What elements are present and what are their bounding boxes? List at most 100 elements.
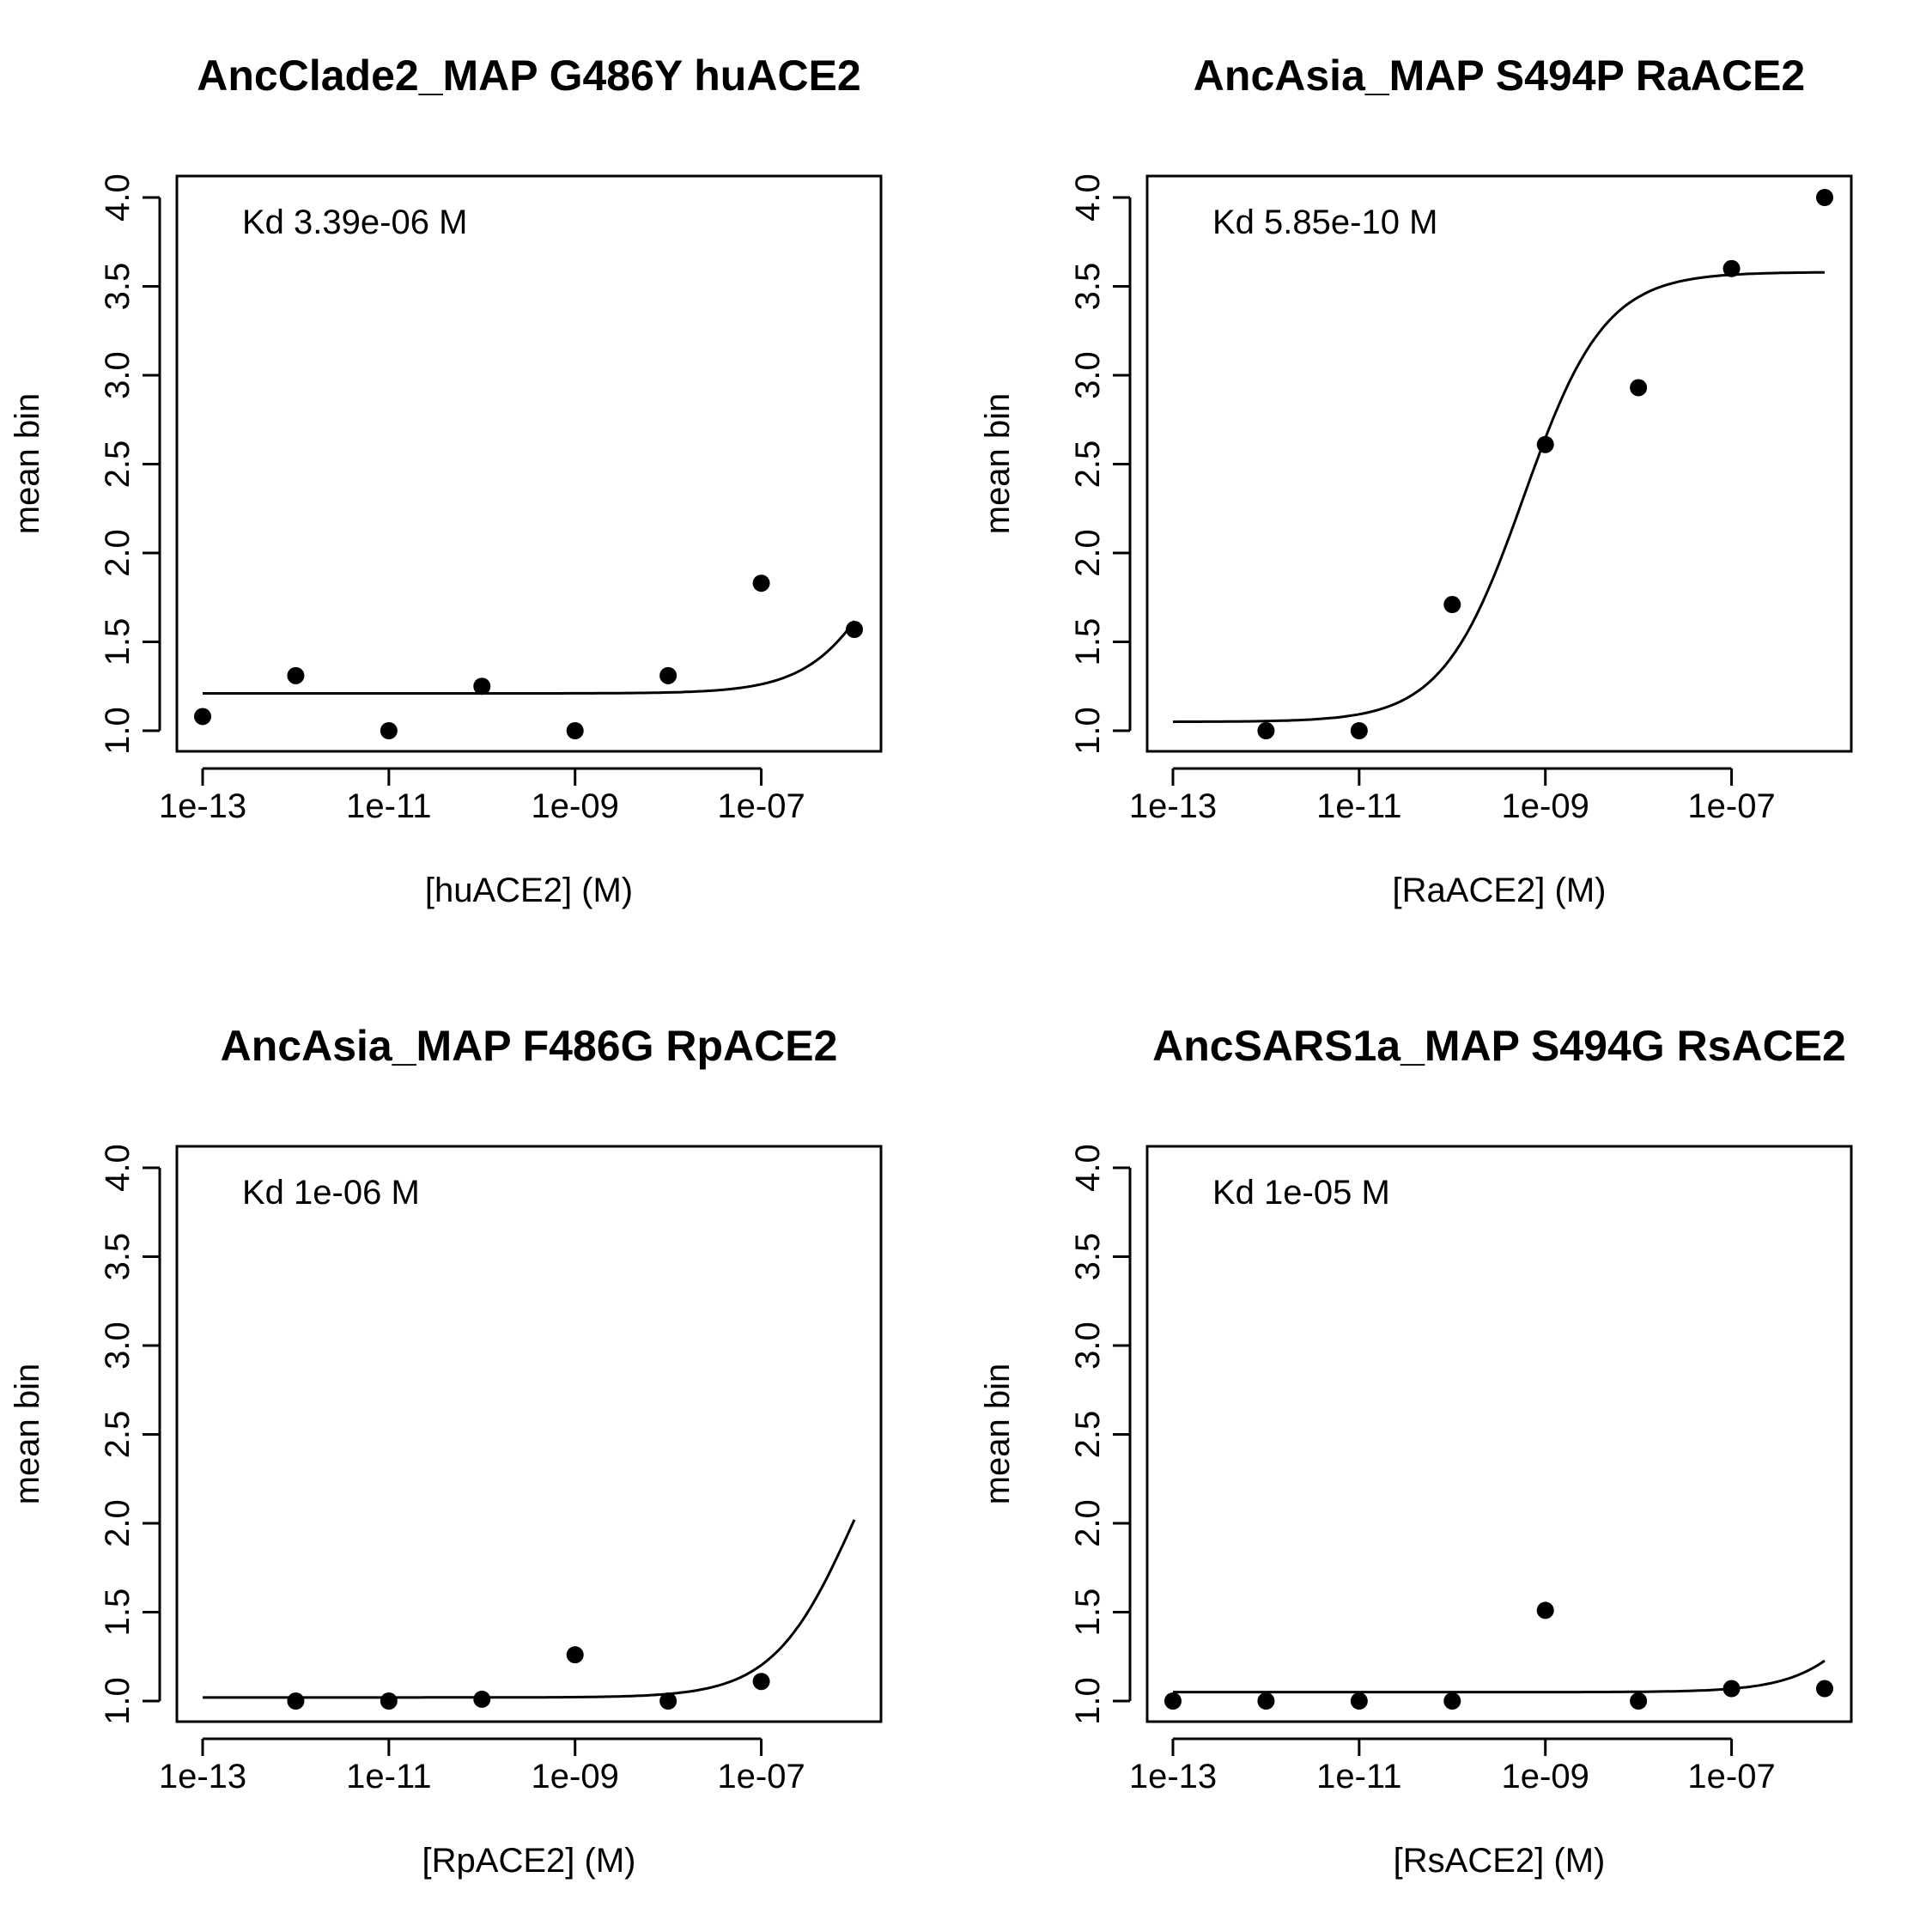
y-tick-label: 3.5 — [1069, 1233, 1107, 1281]
data-point — [380, 1692, 398, 1710]
fit-curve — [1172, 270, 1826, 724]
chart-panel-1: AncClade2_MAP G486Y huACE2 1e-13 1e-11 1e-0… — [9, 52, 883, 909]
y-tick-label: 1.0 — [1069, 1677, 1107, 1725]
x-tick-label: 1e-09 — [532, 1758, 619, 1795]
y-tick-label: 4.0 — [1069, 173, 1107, 222]
data-point — [194, 708, 211, 726]
data-point — [659, 666, 677, 684]
data-point — [1630, 1692, 1648, 1710]
y-tick-label: 3.0 — [99, 351, 137, 399]
plot-frame — [175, 174, 883, 753]
data-point — [846, 621, 863, 639]
x-tick-label: 1e-11 — [1316, 1758, 1401, 1795]
x-tick-label: 1e-11 — [346, 787, 431, 825]
data-point — [1164, 1692, 1182, 1710]
kd-annotation: Kd 5.85e-10 M — [1212, 204, 1437, 241]
x-tick-label: 1e-07 — [717, 787, 805, 825]
x-tick-label: 1e-11 — [1316, 787, 1401, 825]
data-point — [287, 1692, 305, 1710]
data-point — [659, 1692, 677, 1710]
x-tick-label: 1e-13 — [159, 787, 246, 825]
y-tick-label: 3.5 — [99, 263, 137, 311]
data-point — [1350, 1692, 1368, 1710]
y-tick-label: 3.0 — [1069, 351, 1107, 399]
chart-title: AncClade2_MAP G486Y huACE2 — [197, 52, 860, 100]
x-tick-label: 1e-13 — [1129, 787, 1217, 825]
y-tick-label: 2.0 — [1069, 1499, 1107, 1547]
x-axis-label: [huACE2] (M) — [425, 872, 633, 909]
data-point — [752, 574, 770, 592]
data-point — [473, 677, 491, 696]
y-tick-label: 1.0 — [99, 707, 137, 755]
y-axis-label: mean bin — [979, 1364, 1017, 1505]
plot-frame — [175, 1145, 883, 1723]
y-tick-label: 1.5 — [99, 1589, 137, 1637]
x-tick-label: 1e-07 — [1687, 1758, 1775, 1795]
kd-annotation: Kd 1e-06 M — [242, 1174, 420, 1212]
y-tick-label: 1.5 — [99, 618, 137, 666]
data-point — [752, 1673, 770, 1691]
data-point — [1257, 1692, 1275, 1710]
x-axis-label: [RaACE2] (M) — [1393, 872, 1607, 909]
x-tick-label: 1e-13 — [159, 1758, 246, 1795]
data-point — [1722, 259, 1741, 277]
y-tick-label: 2.5 — [99, 1411, 137, 1459]
data-point — [1257, 722, 1275, 739]
kd-annotation: Kd 1e-05 M — [1212, 1174, 1390, 1212]
chart-title: AncAsia_MAP S494P RaACE2 — [1194, 52, 1805, 100]
y-tick-label: 2.5 — [1069, 1411, 1107, 1459]
data-point — [287, 666, 305, 684]
y-tick-label: 1.5 — [1069, 618, 1107, 666]
y-axis-label: mean bin — [9, 393, 46, 535]
chart-title: AncAsia_MAP F486G RpACE2 — [221, 1022, 838, 1070]
y-tick-label: 2.0 — [1069, 529, 1107, 577]
fit-curve — [203, 1519, 856, 1699]
data-point — [566, 722, 584, 739]
data-point — [1443, 1692, 1461, 1710]
x-tick-label: 1e-07 — [1687, 787, 1775, 825]
x-tick-label: 1e-09 — [1502, 787, 1589, 825]
fit-curve — [203, 620, 856, 695]
x-tick-label: 1e-09 — [532, 787, 619, 825]
x-tick-label: 1e-11 — [346, 1758, 431, 1795]
chart-panel-3: AncAsia_MAP F486G RpACE2 1e-13 1e-11 1e-09 1… — [9, 1022, 883, 1880]
y-axis-label: mean bin — [979, 393, 1017, 535]
y-tick-label: 4.0 — [99, 173, 137, 222]
data-point — [473, 1690, 491, 1708]
x-tick-label: 1e-07 — [717, 1758, 805, 1795]
data-point — [380, 722, 398, 739]
y-tick-label: 1.0 — [1069, 707, 1107, 755]
x-axis-label: [RpACE2] (M) — [422, 1842, 636, 1880]
plot-frame — [1145, 1145, 1853, 1723]
y-axis-label: mean bin — [9, 1364, 46, 1505]
kd-annotation: Kd 3.39e-06 M — [242, 204, 467, 241]
y-tick-label: 4.0 — [99, 1144, 137, 1192]
y-tick-label: 2.5 — [99, 440, 137, 489]
y-tick-label: 2.0 — [99, 1499, 137, 1547]
data-point — [1443, 596, 1461, 614]
data-point — [1350, 722, 1368, 739]
y-tick-label: 2.5 — [1069, 440, 1107, 489]
x-tick-label: 1e-13 — [1129, 1758, 1217, 1795]
x-axis-label: [RsACE2] (M) — [1394, 1842, 1606, 1880]
data-point — [1536, 1601, 1554, 1619]
y-tick-label: 3.5 — [1069, 263, 1107, 311]
fit-curve — [1173, 1659, 1826, 1694]
x-tick-label: 1e-09 — [1502, 1758, 1589, 1795]
data-point — [1816, 189, 1833, 206]
chart-title: AncSARS1a_MAP S494G RsACE2 — [1152, 1022, 1846, 1070]
y-tick-label: 4.0 — [1069, 1144, 1107, 1192]
data-point — [1722, 1680, 1741, 1698]
data-point — [1630, 379, 1648, 397]
chart-panel-2: AncAsia_MAP S494P RaACE2 1e-13 1e-11 1e-09 1… — [979, 52, 1853, 909]
y-tick-label: 3.0 — [99, 1321, 137, 1370]
chart-panel-4: AncSARS1a_MAP S494G RsACE2 1e-13 1e-11 1e-0… — [979, 1022, 1853, 1880]
data-point — [566, 1646, 584, 1664]
plot-frame — [1145, 174, 1853, 753]
y-tick-label: 1.5 — [1069, 1589, 1107, 1637]
y-tick-label: 3.0 — [1069, 1321, 1107, 1370]
y-tick-label: 3.5 — [99, 1233, 137, 1281]
y-tick-label: 1.0 — [99, 1677, 137, 1725]
y-tick-label: 2.0 — [99, 529, 137, 577]
